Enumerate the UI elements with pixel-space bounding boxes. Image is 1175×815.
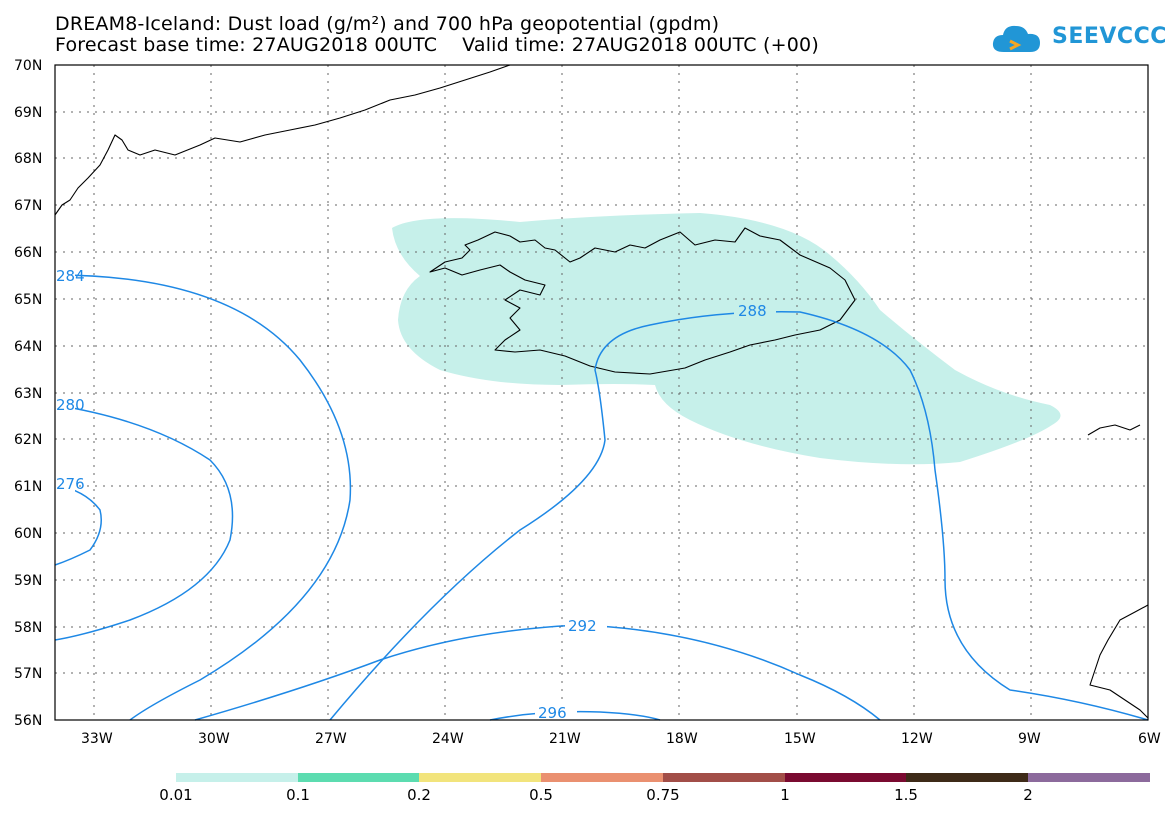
svg-text:18W: 18W bbox=[666, 731, 698, 747]
svg-text:21W: 21W bbox=[549, 731, 581, 747]
svg-text:60N: 60N bbox=[14, 526, 42, 542]
contour-296 bbox=[489, 710, 661, 721]
colorbar-swatch-1 bbox=[176, 773, 298, 782]
svg-text:68N: 68N bbox=[14, 151, 42, 167]
cloud-logo-icon bbox=[992, 25, 1040, 52]
svg-text:59N: 59N bbox=[14, 573, 42, 589]
dust-load-shading bbox=[392, 213, 1061, 465]
plot-frame bbox=[54, 64, 1149, 721]
iceland-coast bbox=[429, 227, 856, 375]
contour-284 bbox=[54, 274, 352, 721]
svg-text:27W: 27W bbox=[315, 731, 347, 747]
geopotential-contours bbox=[54, 274, 1149, 721]
colorbar-label: 0.5 bbox=[529, 786, 553, 804]
colorbar-swatch-6 bbox=[785, 773, 906, 782]
colorbar-swatch-2 bbox=[298, 773, 419, 782]
map-title: DREAM8-Iceland: Dust load (g/m²) and 700… bbox=[55, 13, 720, 35]
colorbar-swatch-7 bbox=[906, 773, 1028, 782]
svg-text:64N: 64N bbox=[14, 339, 42, 355]
contour-276 bbox=[54, 484, 102, 566]
colorbar-label: 2 bbox=[1023, 786, 1033, 804]
contour-label-292: 292 bbox=[568, 617, 597, 635]
svg-text:61N: 61N bbox=[14, 479, 42, 495]
svg-text:65N: 65N bbox=[14, 292, 42, 308]
svg-text:12W: 12W bbox=[901, 731, 933, 747]
colorbar-swatch-8 bbox=[1028, 773, 1150, 782]
svg-text:30W: 30W bbox=[198, 731, 230, 747]
colorbar-swatch-4 bbox=[541, 773, 663, 782]
colorbar-swatch-5 bbox=[663, 773, 785, 782]
contour-label-276: 276 bbox=[56, 475, 85, 493]
colorbar-label: 0.2 bbox=[407, 786, 431, 804]
map-subtitle: Forecast base time: 27AUG2018 00UTC Vali… bbox=[55, 34, 819, 56]
svg-text:6W: 6W bbox=[1138, 731, 1161, 747]
svg-text:24W: 24W bbox=[432, 731, 464, 747]
coastlines bbox=[54, 64, 1149, 719]
colorbar-label: 1 bbox=[780, 786, 790, 804]
contour-288 bbox=[329, 311, 1149, 721]
dust-area-iceland bbox=[392, 213, 1061, 465]
svg-text:58N: 58N bbox=[14, 620, 42, 636]
contour-label-288: 288 bbox=[738, 302, 767, 320]
contour-280 bbox=[54, 404, 234, 641]
contour-label-284: 284 bbox=[56, 267, 85, 285]
svg-text:70N: 70N bbox=[14, 58, 42, 74]
contour-label-280: 280 bbox=[56, 396, 85, 414]
colorbar-label: 1.5 bbox=[894, 786, 918, 804]
colorbar-label: 0.1 bbox=[286, 786, 310, 804]
svg-text:69N: 69N bbox=[14, 105, 42, 121]
scotland-coast bbox=[1089, 604, 1149, 719]
svg-text:9W: 9W bbox=[1018, 731, 1041, 747]
svg-text:57N: 57N bbox=[14, 666, 42, 682]
colorbar-swatch-3 bbox=[419, 773, 541, 782]
colorbar-label: 0.01 bbox=[159, 786, 193, 804]
svg-text:33W: 33W bbox=[81, 731, 113, 747]
svg-text:67N: 67N bbox=[14, 198, 42, 214]
svg-text:56N: 56N bbox=[14, 713, 42, 729]
svg-text:15W: 15W bbox=[784, 731, 816, 747]
greenland-coast bbox=[54, 64, 511, 216]
svg-text:63N: 63N bbox=[14, 386, 42, 402]
logo-text: SEEVCCC bbox=[1052, 24, 1167, 49]
lon-axis-labels: 33W 30W 27W 24W 21W 18W 15W 12W 9W 6W bbox=[81, 731, 1161, 747]
contour-labels: 284 280 276 288 292 296 bbox=[55, 266, 776, 722]
svg-text:62N: 62N bbox=[14, 432, 42, 448]
contour-label-296: 296 bbox=[538, 704, 567, 722]
lat-axis-labels: 70N 69N 68N 67N 66N 65N 64N 63N 62N 61N … bbox=[14, 58, 42, 729]
svg-text:66N: 66N bbox=[14, 245, 42, 261]
colorbar-label: 0.75 bbox=[646, 786, 680, 804]
faroe-shetland-coast bbox=[1087, 424, 1141, 436]
graticule bbox=[55, 65, 1148, 720]
